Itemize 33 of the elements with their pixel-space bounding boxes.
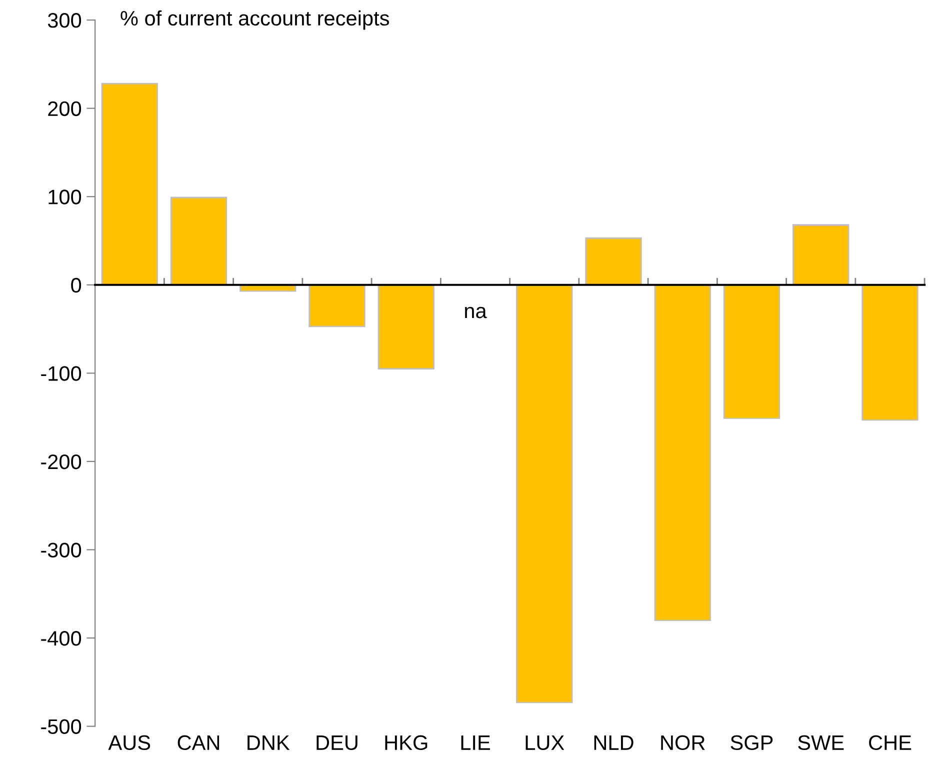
y-tick-label: -400 [41,631,82,646]
bar [516,284,573,704]
y-tick-label: -500 [41,719,82,734]
y-tick-label: -300 [41,542,82,558]
bar [378,284,434,370]
x-tick-label: DNK [248,736,290,750]
annotation: na [465,306,487,318]
bar [170,196,228,286]
y-tick-label: 100 [48,190,82,204]
y-tick-label: 200 [48,101,82,116]
y-axis-title: % of current account receipts [120,10,389,30]
bar [862,284,918,421]
y-tick-label: -200 [41,454,82,470]
x-tick-label: DEU [316,736,358,750]
x-tick-label: SWE [798,735,844,750]
y-tick-label: 0 [71,278,82,293]
y-tick-label: -100 [41,366,82,381]
x-tick-label: LUX [526,736,564,750]
x-tick-label: HKG [385,735,428,750]
bar [585,237,642,286]
x-tick-label: NLD [594,736,634,750]
bar [101,82,158,286]
bar [308,284,366,328]
x-tick-label: LIE [461,736,490,750]
bar [654,284,711,622]
x-tick-label: CAN [178,735,220,750]
x-tick-label: NOR [661,735,705,750]
x-tick-label: AUS [108,735,150,750]
bar [723,284,780,419]
bar [792,224,850,286]
x-tick-label: SGP [730,735,773,750]
y-tick-label: 300 [48,13,82,28]
x-tick-label: CHE [869,735,912,750]
